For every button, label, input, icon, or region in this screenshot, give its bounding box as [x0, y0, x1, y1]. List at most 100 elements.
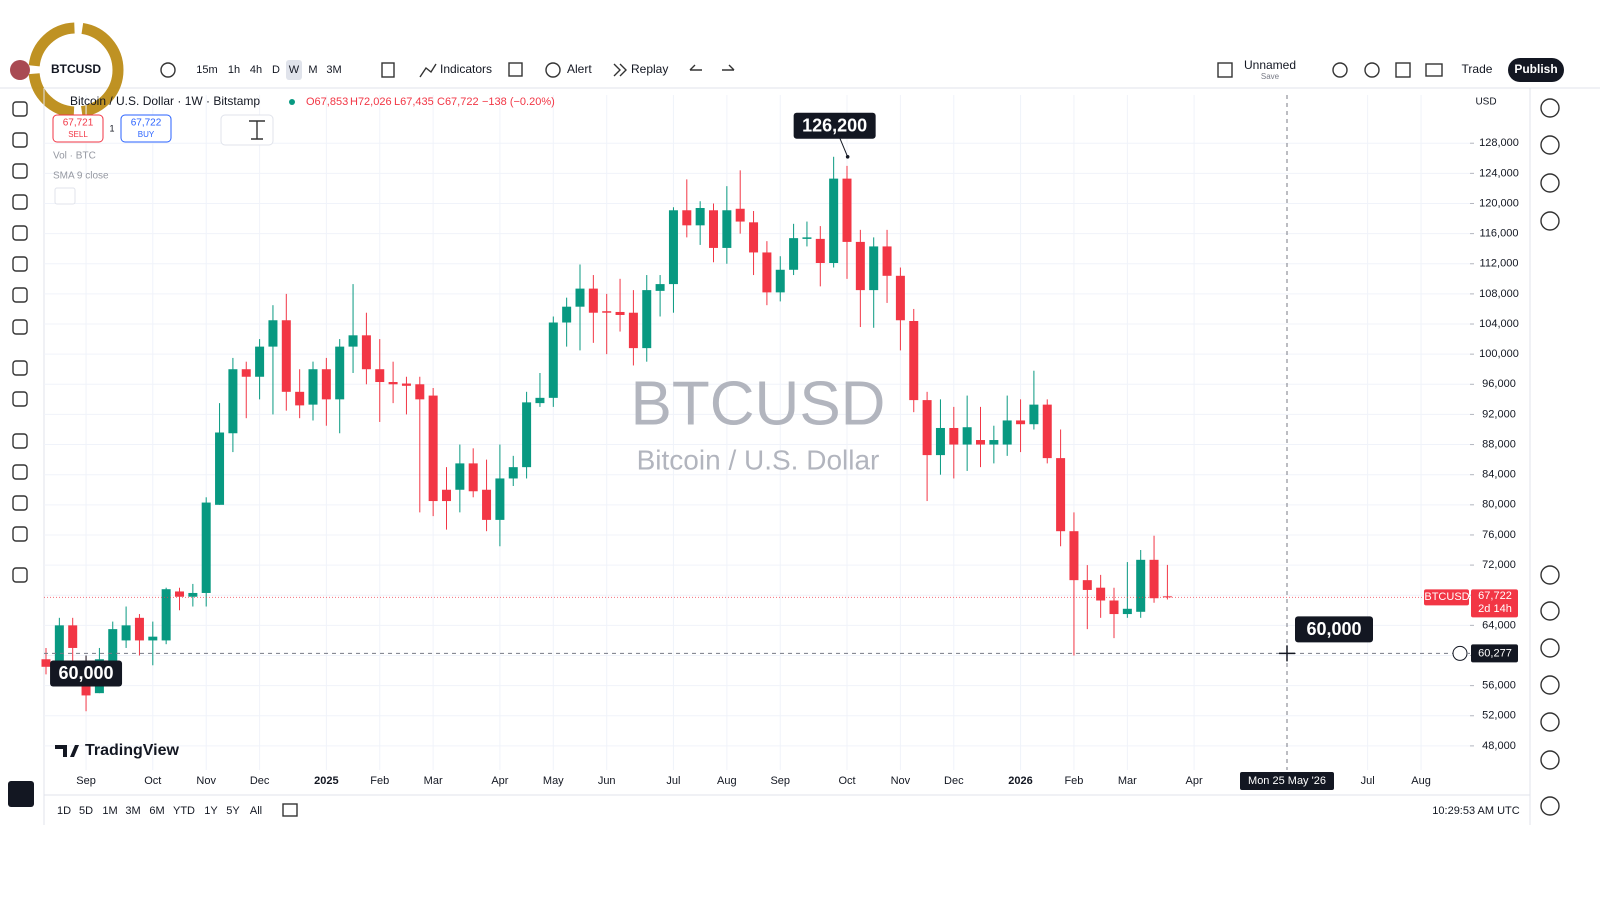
tool-icon[interactable]: [12, 526, 28, 542]
tool-icon[interactable]: [12, 101, 28, 117]
range[interactable]: 1Y: [204, 805, 218, 817]
intervals: 15m 1h 4h D W M 3M: [196, 60, 342, 80]
candle-body: [134, 617, 144, 641]
buy[interactable]: BUY: [138, 130, 155, 139]
range[interactable]: 1D: [57, 805, 71, 817]
tool-icon[interactable]: [12, 391, 28, 407]
tool-icon[interactable]: [12, 256, 28, 272]
interval[interactable]: 4h: [250, 64, 262, 76]
trade[interactable]: Trade: [1462, 62, 1493, 76]
candle-body: [1109, 600, 1119, 615]
side-icon[interactable]: [1540, 712, 1560, 732]
publish[interactable]: Publish: [1514, 62, 1557, 76]
interval[interactable]: W: [289, 64, 300, 76]
candle-body: [228, 369, 238, 434]
sma-indicator[interactable]: SMA 9 close: [53, 171, 109, 182]
side-icon[interactable]: [1540, 638, 1560, 658]
interval[interactable]: 1h: [228, 64, 240, 76]
tool-icon[interactable]: [12, 433, 28, 449]
candle-body: [455, 463, 465, 490]
layout-icon[interactable]: [1217, 62, 1233, 78]
save[interactable]: Save: [1261, 72, 1280, 81]
favorites[interactable]: [8, 781, 34, 807]
quick-search[interactable]: [1332, 62, 1348, 78]
candle-body: [775, 269, 785, 293]
range[interactable]: YTD: [173, 805, 195, 817]
logo: TradingView: [85, 742, 180, 759]
publish-button[interactable]: [1508, 58, 1564, 82]
sell[interactable]: SELL: [68, 130, 88, 139]
currency[interactable]: USD: [1475, 97, 1496, 108]
overlay-ring: [28, 22, 124, 118]
interval[interactable]: 15m: [196, 64, 217, 76]
redo[interactable]: [722, 64, 735, 71]
floating-tool-icon[interactable]: [249, 120, 265, 140]
tool-icon[interactable]: [12, 163, 28, 179]
alert[interactable]: Alert: [567, 62, 592, 76]
range[interactable]: 5D: [79, 805, 93, 817]
y-tick-label: 80,000: [1482, 499, 1516, 511]
interval[interactable]: D: [272, 64, 280, 76]
templates-icon[interactable]: [508, 62, 523, 77]
buy-price[interactable]: 67,722: [131, 118, 162, 129]
side-icon[interactable]: [1540, 675, 1560, 695]
tool-icon[interactable]: [12, 194, 28, 210]
add-symbol-icon[interactable]: [160, 62, 176, 78]
volume-indicator[interactable]: Vol · BTC: [53, 151, 96, 162]
sell-price[interactable]: 67,721: [63, 118, 94, 129]
chart-type-icon[interactable]: [381, 62, 395, 78]
tool-icon[interactable]: [12, 319, 28, 335]
side-icon[interactable]: [1540, 796, 1560, 816]
annotation-label: 60,000: [59, 663, 114, 683]
side-icon[interactable]: [1540, 750, 1560, 770]
currency-button[interactable]: [1472, 93, 1526, 111]
candle-body: [108, 629, 118, 664]
indicators[interactable]: Indicators: [440, 62, 492, 76]
range[interactable]: 5Y: [226, 805, 240, 817]
tool-icon[interactable]: [12, 132, 28, 148]
layout-name[interactable]: Unnamed: [1244, 58, 1296, 72]
avatar[interactable]: [10, 60, 30, 80]
y-tick-label: 124,000: [1479, 167, 1519, 179]
side-icon[interactable]: [1540, 135, 1560, 155]
sell-button[interactable]: [52, 114, 104, 143]
interval[interactable]: M: [308, 64, 317, 76]
symbol[interactable]: BTCUSD: [51, 62, 101, 76]
side-icon[interactable]: [1540, 565, 1560, 585]
tool-icon[interactable]: [12, 567, 28, 583]
side-icon[interactable]: [1540, 211, 1560, 231]
collapse-legend[interactable]: [54, 187, 76, 205]
undo[interactable]: [689, 64, 702, 71]
tool-icon[interactable]: [12, 287, 28, 303]
replay-icon[interactable]: [613, 63, 627, 77]
interval[interactable]: 3M: [326, 64, 341, 76]
candle-body: [1122, 608, 1132, 615]
x-tick-label: Feb: [370, 775, 389, 787]
buy-button[interactable]: [120, 114, 172, 143]
x-tick-label: Aug: [1411, 775, 1431, 787]
left-toolbar: [12, 101, 28, 583]
candle-body: [909, 321, 919, 401]
range[interactable]: 6M: [149, 805, 164, 817]
snapshot[interactable]: [1425, 63, 1443, 77]
range[interactable]: 1M: [102, 805, 117, 817]
settings[interactable]: [1364, 62, 1380, 78]
side-icon[interactable]: [1540, 601, 1560, 621]
alert-icon[interactable]: [545, 62, 561, 78]
tool-icon[interactable]: [12, 495, 28, 511]
tool-icon[interactable]: [12, 464, 28, 480]
range[interactable]: 3M: [125, 805, 140, 817]
indicators-icon[interactable]: [419, 63, 437, 78]
tool-icon[interactable]: [12, 360, 28, 376]
range[interactable]: All: [250, 805, 262, 817]
tool-icon[interactable]: [12, 225, 28, 241]
side-icon[interactable]: [1540, 98, 1560, 118]
date-range-icon[interactable]: [282, 803, 298, 817]
replay[interactable]: Replay: [631, 62, 668, 76]
fullscreen[interactable]: [1395, 62, 1411, 78]
candle-body: [428, 395, 438, 502]
annotation-label: 60,000: [1306, 619, 1361, 639]
add-alert[interactable]: [1452, 645, 1468, 661]
crosshair-date-tag: [1240, 772, 1334, 790]
side-icon[interactable]: [1540, 173, 1560, 193]
